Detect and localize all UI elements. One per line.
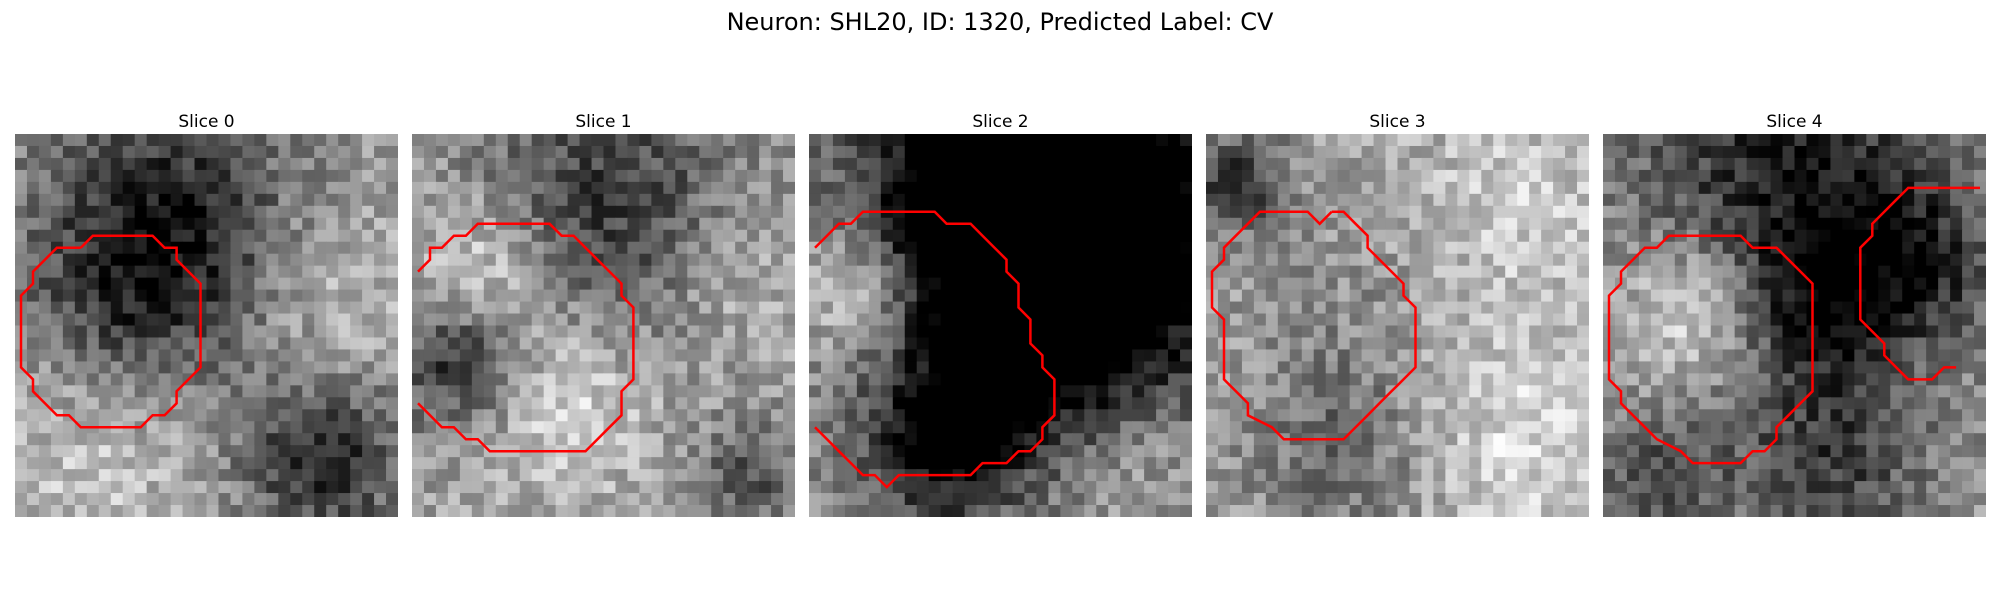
- slice-image-4: [1603, 134, 1986, 517]
- pixel-grid-3: [1206, 134, 1589, 517]
- slice-panel-1: Slice 1: [412, 110, 795, 517]
- pixel-grid-2: [809, 134, 1192, 517]
- pixel-grid-1: [412, 134, 795, 517]
- roi-contour-1-0: [417, 222, 635, 453]
- roi-contour-0-0: [19, 234, 202, 429]
- slice-panel-3: Slice 3: [1206, 110, 1589, 517]
- slice-title-0: Slice 0: [178, 112, 235, 132]
- slice-title-3: Slice 3: [1369, 112, 1426, 132]
- slice-image-1: [412, 134, 795, 517]
- roi-contour-4-1: [1859, 186, 1980, 381]
- slice-image-3: [1206, 134, 1589, 517]
- slice-title-4: Slice 4: [1766, 112, 1823, 132]
- roi-contour-4-0: [1607, 234, 1814, 465]
- slice-title-1: Slice 1: [575, 112, 632, 132]
- figure-title: Neuron: SHL20, ID: 1320, Predicted Label…: [726, 8, 1274, 36]
- roi-contour-3-0: [1210, 210, 1417, 441]
- slice-title-2: Slice 2: [972, 112, 1029, 132]
- roi-contour-2-0: [814, 210, 1056, 489]
- slice-image-0: [15, 134, 398, 517]
- slice-panel-4: Slice 4: [1603, 110, 1986, 517]
- pixel-grid-0: [15, 134, 398, 517]
- pixel-grid-4: [1603, 134, 1986, 517]
- slice-image-2: [809, 134, 1192, 517]
- slice-panel-0: Slice 0: [15, 110, 398, 517]
- slice-panel-2: Slice 2: [809, 110, 1192, 517]
